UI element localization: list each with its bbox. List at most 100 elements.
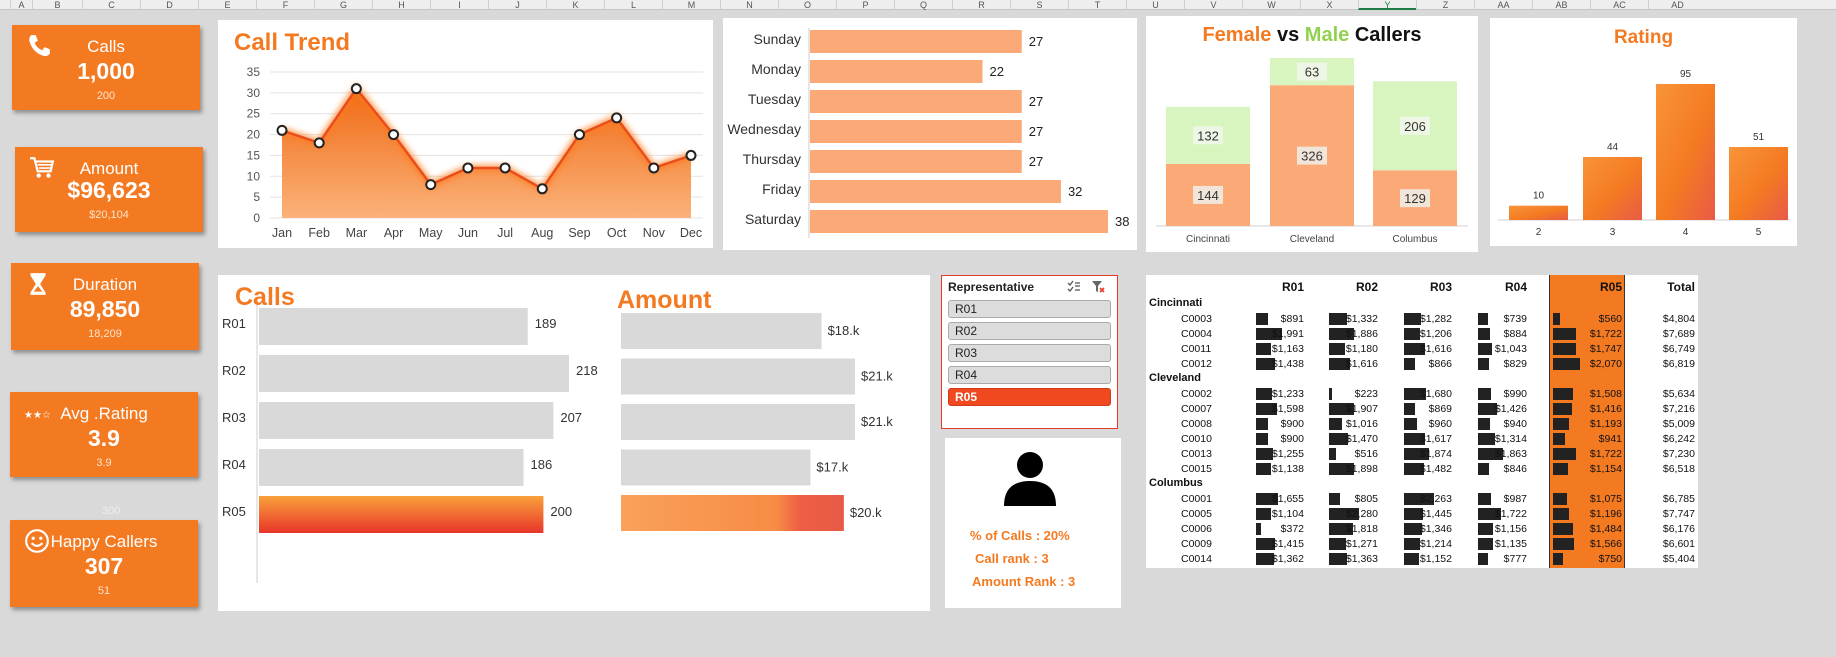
table-databar-C0012-R04: [1478, 358, 1489, 370]
column-header-G[interactable]: G: [314, 0, 372, 10]
table-cell-C0005-R04: $1,722: [1494, 508, 1527, 520]
column-header-N[interactable]: N: [720, 0, 778, 10]
weekday-value-Saturday: 38: [1115, 214, 1129, 229]
table-header-R04[interactable]: R04: [1504, 280, 1527, 294]
table-databar-C0005-R05: [1553, 508, 1569, 520]
weekday-label-Friday: Friday: [762, 181, 801, 197]
column-header-S[interactable]: S: [1010, 0, 1068, 10]
column-header-X[interactable]: X: [1300, 0, 1358, 10]
rep-pct-calls: % of Calls : 20%: [970, 528, 1070, 543]
column-header-AB[interactable]: AB: [1532, 0, 1590, 10]
table-databar-C0015-R05: [1553, 463, 1569, 475]
rep-amount-rank: Amount Rank : 3: [972, 574, 1076, 589]
table-databar-C0009-R05: [1553, 538, 1574, 550]
column-header-J[interactable]: J: [488, 0, 546, 10]
trend-point-Oct: [611, 112, 623, 124]
column-header-Z[interactable]: Z: [1416, 0, 1474, 10]
table-databar-C0002-R02: [1329, 388, 1332, 400]
column-header-F[interactable]: F: [256, 0, 314, 10]
kpi-duration-label: Duration: [72, 275, 138, 294]
column-header-P[interactable]: P: [836, 0, 894, 10]
column-header-C[interactable]: C: [82, 0, 140, 10]
rep-amount-bar-R04: [621, 449, 811, 486]
table-databar-C0011-R04: [1478, 343, 1492, 355]
table-customer-C0006: C0006: [1181, 523, 1212, 535]
slicer-item-R04[interactable]: R04: [948, 366, 1111, 384]
table-cell-C0011-R05: $1,747: [1589, 343, 1622, 355]
x-tick-Dec: Dec: [680, 226, 702, 240]
table-databar-C0011-R05: [1553, 343, 1576, 355]
column-header-W[interactable]: W: [1242, 0, 1300, 10]
rep-calls-label-R04: R04: [222, 457, 246, 472]
trend-point-Dec: [685, 149, 697, 161]
column-header-T[interactable]: T: [1068, 0, 1126, 10]
x-tick-Feb: Feb: [308, 226, 330, 240]
weekday-label-Sunday: Sunday: [754, 31, 801, 47]
column-header-Q[interactable]: Q: [894, 0, 952, 10]
table-databar-C0014-R01: [1256, 553, 1274, 565]
table-header-R05[interactable]: R05: [1599, 280, 1622, 294]
table-customer-C0009: C0009: [1181, 538, 1212, 550]
rep-amount-value-R01: $18.k: [828, 323, 860, 338]
slicer-item-R02[interactable]: R02: [948, 322, 1111, 340]
column-header-AC[interactable]: AC: [1590, 0, 1648, 10]
gender-title: Female vs Male Callers: [1146, 24, 1478, 47]
rep-amount-bar-R03: [621, 404, 855, 440]
gender-chart: 144 132 Cincinnati 326 63 Cleveland 129 206 Colu…: [1156, 58, 1468, 245]
table-cell-C0001-R05: $1,075: [1589, 493, 1622, 505]
slicer-item-R05[interactable]: R05: [948, 388, 1111, 406]
x-tick-Jul: Jul: [497, 226, 513, 240]
weekday-label-Tuesday: Tuesday: [748, 91, 801, 107]
table-header-R03[interactable]: R03: [1429, 280, 1452, 294]
table-cell-C0008-R04: $940: [1503, 418, 1527, 430]
table-header-R02[interactable]: R02: [1355, 280, 1378, 294]
table-cell-C0006-R04: $1,156: [1494, 523, 1527, 535]
table-cell-C0015-R05: $1,154: [1589, 463, 1622, 475]
column-header-V[interactable]: V: [1184, 0, 1242, 10]
column-header-D[interactable]: D: [140, 0, 198, 10]
column-header-Y[interactable]: Y: [1358, 0, 1416, 10]
rep-calls-value-R03: 207: [560, 410, 582, 425]
table-databar-C0004-R03: [1404, 328, 1420, 340]
table-cell-C0007-R04: $1,426: [1494, 403, 1527, 415]
table-databar-C0009-R03: [1404, 538, 1420, 550]
column-header-E[interactable]: E: [198, 0, 256, 10]
slicer-item-R01[interactable]: R01: [948, 300, 1111, 318]
clear-filter-icon[interactable]: [1091, 280, 1105, 294]
column-header-AA[interactable]: AA: [1474, 0, 1532, 10]
table-city-Cleveland: Cleveland: [1149, 372, 1201, 384]
table-databar-C0010-R04: [1478, 433, 1496, 445]
table-customer-C0002: C0002: [1181, 388, 1212, 400]
trend-point-Apr: [388, 129, 400, 141]
column-header-H[interactable]: H: [372, 0, 430, 10]
multi-select-icon[interactable]: [1067, 280, 1081, 294]
gender-title-vs: vs: [1276, 24, 1300, 46]
table-databar-C0014-R04: [1478, 553, 1489, 565]
table-cell-C0010-R05: $941: [1598, 433, 1622, 445]
table-customer-C0003: C0003: [1181, 313, 1212, 325]
rating-bar-5: [1729, 146, 1788, 220]
column-header-I[interactable]: I: [430, 0, 488, 10]
slicer-item-R03[interactable]: R03: [948, 344, 1111, 362]
column-header-A[interactable]: A: [10, 0, 32, 10]
y-tick-0: 0: [253, 211, 260, 225]
column-header-strip: A B C D E F G H I J K L M N O P Q R S T U V W X Y Z AA AB AC AD: [0, 0, 1836, 10]
table-databar-C0007-R05: [1553, 403, 1572, 415]
table-databar-C0012-R02: [1329, 358, 1351, 370]
column-header-O[interactable]: O: [778, 0, 836, 10]
table-header-Total[interactable]: Total: [1667, 280, 1695, 294]
column-header-U[interactable]: U: [1126, 0, 1184, 10]
column-header-M[interactable]: M: [662, 0, 720, 10]
column-header-AD[interactable]: AD: [1648, 0, 1706, 10]
table-databar-C0003-R03: [1404, 313, 1421, 325]
table-cell-C0013-R05: $1,722: [1589, 448, 1622, 460]
table-databar-C0008-R03: [1404, 418, 1417, 430]
column-header-R[interactable]: R: [952, 0, 1010, 10]
column-header-L[interactable]: L: [604, 0, 662, 10]
gender-title-male: Male: [1304, 24, 1350, 46]
table-cell-C0002-R04: $990: [1503, 388, 1527, 400]
column-header-K[interactable]: K: [546, 0, 604, 10]
column-header-B[interactable]: B: [32, 0, 82, 10]
table-databar-C0011-R03: [1404, 343, 1426, 355]
table-header-R01[interactable]: R01: [1281, 280, 1304, 294]
